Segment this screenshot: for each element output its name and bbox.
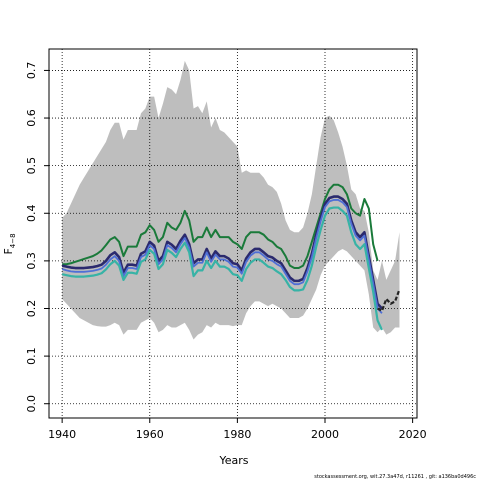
axes-layer: [48, 48, 418, 419]
x-tick-label-1940: 1940: [48, 428, 76, 441]
x-axis-title: Years: [218, 454, 248, 467]
y-tick-label-0.2: 0.2: [25, 300, 38, 318]
y-axis-title-subscript: 4−8: [9, 233, 17, 248]
ticks-layer: 1940 1960 1980 2000 2020 0.0 0.1 0.2 0.3 0.4 0.5 0.…: [25, 62, 427, 441]
y-tick-label-0.4: 0.4: [25, 205, 38, 223]
x-tick-label-2020: 2020: [399, 428, 427, 441]
series-line-teal: [61, 206, 383, 331]
x-tick-label-1980: 1980: [223, 428, 251, 441]
y-tick-label-0.7: 0.7: [25, 62, 38, 80]
series-line-blue: [61, 199, 383, 314]
series-line-green: [62, 183, 379, 270]
series-line-navy: [61, 195, 383, 310]
confidence-band-layer: [62, 60, 400, 340]
y-tick-label-0.5: 0.5: [25, 157, 38, 175]
y-axis-title-main: F: [2, 248, 15, 254]
y-tick-label-0: 0.0: [25, 395, 38, 413]
series-layer: [61, 183, 401, 331]
y-tick-label-0.6: 0.6: [25, 109, 38, 127]
footer-text: stockassessment.org, wit.27.3a47d, r1126…: [314, 474, 476, 480]
y-axis-title: F4−8: [2, 233, 17, 254]
x-tick-label-1960: 1960: [136, 428, 164, 441]
y-tick-label-0.1: 0.1: [25, 347, 38, 365]
y-tick-label-0.3: 0.3: [25, 252, 38, 270]
series-line-dashed: [377, 289, 401, 312]
plot-frame: [48, 48, 418, 419]
x-tick-label-2000: 2000: [311, 428, 339, 441]
confidence-band: [62, 60, 400, 340]
